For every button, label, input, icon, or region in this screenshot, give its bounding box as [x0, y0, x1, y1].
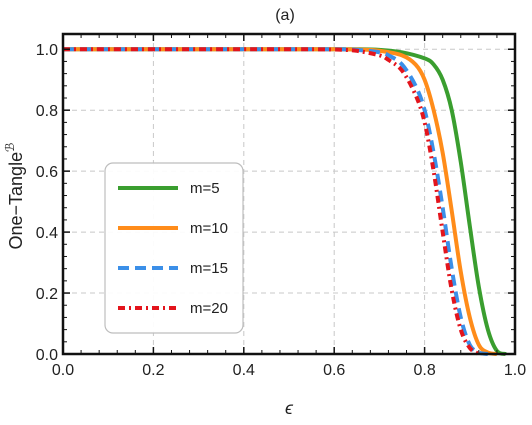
axis-ticks: [62, 34, 516, 355]
legend-label: m=10: [190, 220, 228, 237]
y-tick-label: 0.0: [36, 347, 58, 364]
x-tick-label: 0.0: [52, 362, 74, 379]
series-line-m-15: [63, 47, 489, 356]
x-tick-label: 0.6: [323, 362, 345, 379]
series-line-m-20: [62, 47, 480, 356]
x-tick-label: 0.8: [413, 362, 435, 379]
y-tick-label: 0.8: [36, 103, 58, 120]
x-tick-label: 0.2: [142, 362, 164, 379]
y-tick-label: 1.0: [36, 42, 58, 59]
y-tick-label: 0.2: [36, 286, 58, 303]
chart-title: (a): [275, 7, 295, 24]
x-tick-label: 0.4: [233, 362, 255, 379]
y-axis-label-main: One−Tangle: [6, 152, 26, 250]
legend: m=5 m=10 m=15 m=20: [104, 162, 244, 334]
x-tick-labels: 0.0 0.2 0.4 0.6 0.8 1.0: [52, 362, 526, 379]
y-tick-label: 0.4: [36, 225, 58, 242]
y-tick-label: 0.6: [36, 164, 58, 181]
plot-frame: [61, 32, 517, 356]
legend-label: m=15: [190, 260, 228, 277]
series-lines: [62, 47, 507, 356]
x-tick-label: 1.0: [504, 362, 526, 379]
x-axis-label: ϵ: [285, 398, 294, 418]
legend-label: m=5: [190, 180, 220, 197]
y-axis-label-superscript: ℬ: [3, 142, 17, 151]
legend-label: m=20: [190, 300, 228, 317]
legend-box: [104, 162, 244, 334]
y-tick-labels: 0.0 0.2 0.4 0.6 0.8 1.0: [36, 42, 58, 364]
y-axis-label: One−Tangleℬ: [3, 142, 26, 249]
